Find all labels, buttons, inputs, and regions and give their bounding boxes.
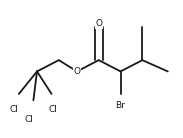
Text: O: O <box>95 19 102 29</box>
Text: O: O <box>73 67 81 76</box>
Text: Cl: Cl <box>10 105 19 115</box>
Text: Br: Br <box>116 101 126 110</box>
Text: Cl: Cl <box>24 115 33 124</box>
Text: Cl: Cl <box>48 105 57 115</box>
